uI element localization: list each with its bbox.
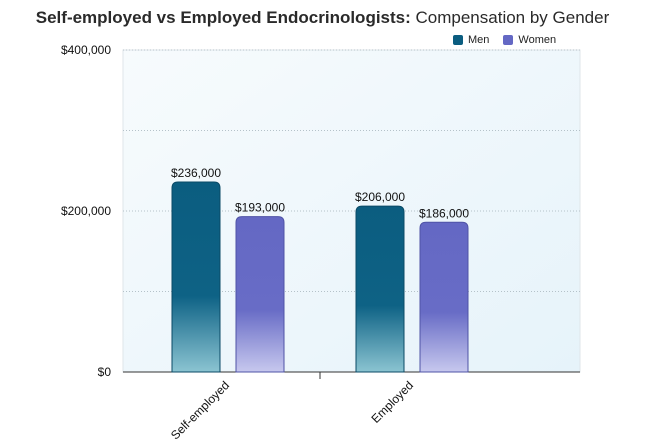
legend-swatch-women [503,35,514,45]
legend-label-men: Men [468,34,490,46]
bar-men-1 [355,205,405,373]
y-tick-label: $400,000 [61,43,111,57]
chart-title-rest: Compensation by Gender [410,8,610,27]
legend-swatch-men [453,35,463,45]
chart-title: Self-employed vs Employed Endocrinologis… [0,8,645,28]
value-label: $193,000 [235,201,285,215]
value-label: $206,000 [355,190,405,204]
legend: Men Women [453,34,570,46]
value-label: $186,000 [419,206,469,220]
category-label: Self-employed [168,378,232,439]
legend-item-men: Men [453,34,489,46]
category-label: Employed [368,378,416,426]
bar-women-1 [419,221,469,373]
legend-label-women: Women [518,34,557,46]
legend-item-women: Women [503,34,556,46]
y-tick-label: $200,000 [61,204,111,218]
bar-men-0 [171,181,221,373]
y-tick-label: $0 [98,365,112,379]
value-label: $236,000 [171,166,221,180]
bar-women-0 [235,216,285,373]
chart-title-bold: Self-employed vs Employed Endocrinologis… [35,8,411,27]
